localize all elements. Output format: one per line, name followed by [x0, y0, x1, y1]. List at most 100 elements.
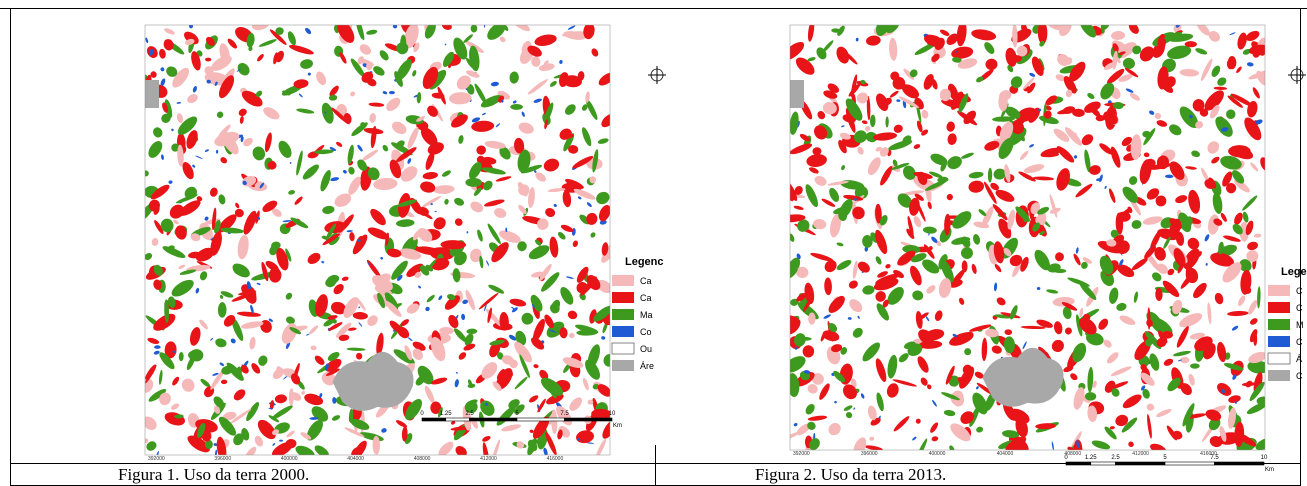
land-patch — [1156, 120, 1168, 127]
land-patch — [479, 255, 484, 269]
land-patch — [239, 115, 244, 124]
land-patch — [947, 156, 962, 170]
land-patch — [416, 92, 422, 104]
land-patch — [926, 285, 936, 294]
land-patch — [276, 247, 289, 271]
land-patch — [396, 42, 409, 55]
scale-label: 2.5 — [465, 411, 474, 417]
land-patch — [1232, 170, 1245, 184]
land-patch — [330, 177, 340, 182]
land-patch — [924, 34, 945, 48]
land-patch — [1070, 132, 1078, 140]
land-patch — [827, 83, 840, 93]
land-patch — [206, 36, 215, 46]
land-patch — [590, 232, 596, 238]
land-patch — [463, 343, 476, 351]
land-patch — [441, 25, 452, 30]
land-patch — [1103, 339, 1112, 348]
land-patch — [822, 101, 837, 115]
land-patch — [517, 149, 531, 173]
land-patch — [961, 236, 971, 248]
land-patch — [1084, 101, 1101, 113]
land-patch — [495, 123, 501, 128]
land-patch — [377, 292, 386, 309]
land-patch — [930, 422, 939, 433]
land-patch — [1149, 229, 1162, 251]
land-patch — [999, 90, 1012, 101]
land-patch — [796, 336, 812, 341]
land-patch — [1112, 101, 1124, 110]
land-patch — [1167, 268, 1175, 276]
land-patch — [1163, 236, 1171, 249]
land-patch — [506, 370, 513, 378]
land-patch — [585, 359, 601, 380]
land-patch — [1145, 338, 1153, 347]
land-patch — [466, 83, 475, 95]
land-patch — [601, 241, 610, 263]
land-patch — [187, 94, 198, 104]
land-patch — [213, 396, 225, 408]
land-patch — [596, 191, 610, 205]
legend-title: Legenc — [625, 256, 664, 268]
land-patch — [956, 50, 959, 53]
land-patch — [915, 199, 926, 222]
land-patch — [569, 397, 583, 411]
land-patch — [1142, 216, 1163, 225]
land-patch — [477, 229, 483, 242]
land-patch — [405, 115, 424, 125]
land-patch — [602, 419, 610, 439]
land-patch — [343, 113, 352, 124]
land-patch — [790, 315, 801, 326]
land-patch — [568, 145, 579, 154]
land-patch — [910, 265, 922, 286]
land-patch — [192, 164, 196, 168]
land-patch — [1180, 356, 1190, 364]
legend-swatch — [1268, 285, 1290, 296]
land-patch — [186, 130, 198, 149]
land-patch — [1188, 373, 1195, 386]
land-patch — [950, 269, 966, 288]
land-patch — [174, 414, 184, 419]
land-patch — [451, 114, 468, 128]
land-patch — [1002, 430, 1020, 438]
land-patch — [496, 352, 504, 360]
land-patch — [348, 166, 355, 175]
land-patch — [1208, 177, 1217, 189]
land-patch — [160, 78, 166, 87]
land-patch — [995, 189, 1015, 202]
land-patch — [834, 400, 837, 404]
figure: 392000 396000 400000 404000 408000 412000 4160… — [755, 24, 1307, 484]
land-patch — [1005, 106, 1021, 119]
land-patch — [891, 162, 910, 170]
land-patch — [951, 46, 974, 59]
land-patch — [274, 394, 287, 404]
land-patch — [1023, 215, 1029, 222]
land-patch — [171, 279, 194, 297]
land-patch — [321, 102, 334, 124]
land-patch — [189, 327, 201, 346]
land-patch — [406, 303, 420, 314]
land-patch — [514, 404, 525, 415]
land-patch — [483, 303, 487, 312]
land-patch — [182, 162, 194, 180]
land-patch — [591, 408, 610, 421]
land-patch — [367, 315, 378, 327]
land-patch — [551, 409, 558, 435]
land-patch — [601, 113, 610, 128]
land-patch — [1100, 82, 1115, 100]
land-patch — [1049, 194, 1058, 218]
land-patch — [1232, 223, 1243, 235]
land-patch — [1248, 351, 1265, 364]
land-patch — [422, 66, 439, 90]
land-patch — [952, 57, 962, 63]
land-patch — [1079, 281, 1097, 301]
land-patch — [1079, 307, 1084, 318]
x-coordinate: 416000 — [547, 456, 564, 462]
land-patch — [384, 300, 402, 317]
land-patch — [179, 200, 201, 216]
north-arrow — [648, 66, 666, 84]
land-patch — [1214, 292, 1224, 305]
land-patch — [889, 37, 898, 61]
land-patch — [491, 242, 509, 263]
land-patch — [1144, 245, 1156, 259]
